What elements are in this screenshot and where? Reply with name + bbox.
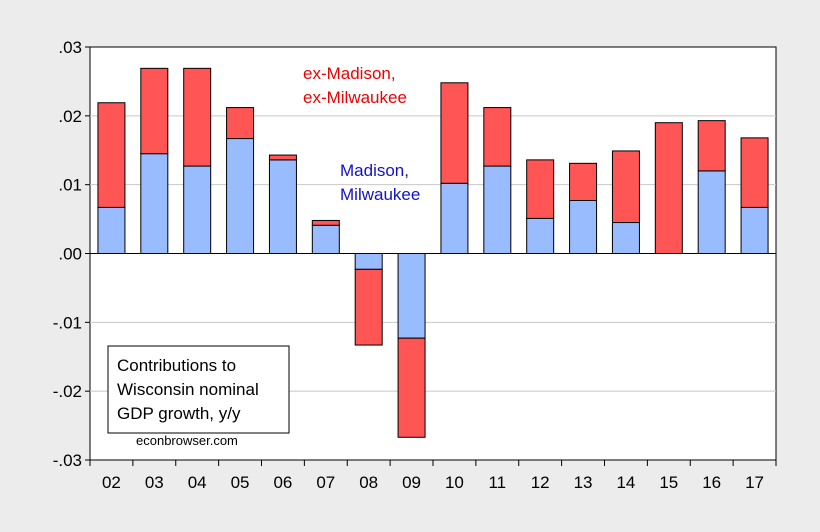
bar-madison-milwaukee	[611, 222, 640, 254]
bar-ex-madison-milwaukee	[697, 120, 726, 172]
bar-madison-milwaukee	[311, 224, 340, 255]
x-tick-label: 12	[531, 473, 550, 492]
bar-madison-milwaukee	[397, 253, 426, 339]
x-axis-ticks: 02 03 04 05 06 07 08 09 10 11 12 13 14 15 16 17	[89, 460, 777, 492]
x-tick-label: 06	[273, 473, 292, 492]
bar-ex-madison-milwaukee	[140, 67, 169, 155]
x-tick-label: 17	[745, 473, 764, 492]
bar-madison-milwaukee	[569, 199, 598, 255]
bar-madison-milwaukee	[226, 138, 255, 255]
bar-ex-madison-milwaukee	[268, 154, 297, 161]
credit-text: econbrowser.com	[136, 433, 238, 448]
x-tick-label: 11	[488, 473, 506, 492]
note-box-frame	[107, 345, 290, 434]
bar-ex-madison-milwaukee	[183, 67, 212, 167]
y-axis-ticks: .03 .02 .01 .00 -.01 -.02 -.03	[53, 38, 90, 470]
y-tick-label: .01	[58, 176, 82, 195]
y-tick-label: .02	[58, 107, 82, 126]
x-tick-label: 07	[316, 473, 335, 492]
x-tick-label: 08	[359, 473, 378, 492]
bar-ex-madison-milwaukee	[526, 159, 555, 219]
x-tick-label: 10	[445, 473, 464, 492]
y-tick-label: -.02	[53, 382, 82, 401]
y-tick-label: -.03	[53, 451, 82, 470]
x-tick-label: 04	[188, 473, 207, 492]
bar-ex-madison-milwaukee	[311, 219, 340, 226]
x-tick-label: 02	[102, 473, 121, 492]
x-tick-label: 13	[574, 473, 593, 492]
y-tick-label: -.01	[53, 313, 82, 332]
bar-ex-madison-milwaukee	[440, 82, 469, 184]
bar-madison-milwaukee	[440, 182, 469, 254]
x-tick-label: 15	[659, 473, 678, 492]
note-line-3: GDP growth, y/y	[117, 404, 241, 423]
bar-madison-milwaukee	[97, 206, 126, 254]
ex-series-label-line1: ex-Madison,	[303, 64, 396, 83]
x-tick-label: 05	[231, 473, 250, 492]
madison-series-label-line1: Madison,	[340, 161, 409, 180]
bar-madison-milwaukee	[140, 153, 169, 254]
note-box: Contributions to Wisconsin nominal GDP g…	[107, 345, 290, 448]
bar-ex-madison-milwaukee	[740, 137, 769, 208]
bars	[97, 67, 769, 438]
madison-series-label-line2: Milwaukee	[340, 185, 420, 204]
bar-ex-madison-milwaukee	[569, 162, 598, 201]
bar-ex-madison-milwaukee	[483, 107, 512, 167]
bar-madison-milwaukee	[483, 165, 512, 254]
x-tick-label: 16	[702, 473, 721, 492]
bar-ex-madison-milwaukee	[354, 268, 383, 346]
bar-madison-milwaukee	[183, 165, 212, 254]
ex-series-label-line2: ex-Milwaukee	[303, 88, 407, 107]
bar-madison-milwaukee	[740, 206, 769, 254]
bar-madison-milwaukee	[268, 159, 297, 255]
bar-ex-madison-milwaukee	[611, 150, 640, 224]
bar-ex-madison-milwaukee	[654, 122, 683, 255]
note-line-2: Wisconsin nominal	[117, 380, 259, 399]
bar-ex-madison-milwaukee	[226, 107, 255, 140]
y-tick-label: .00	[58, 245, 82, 264]
bar-ex-madison-milwaukee	[397, 337, 426, 438]
bar-madison-milwaukee	[697, 170, 726, 254]
bar-madison-milwaukee	[354, 253, 383, 270]
y-tick-label: .03	[58, 38, 82, 57]
bar-madison-milwaukee	[526, 217, 555, 255]
x-tick-label: 14	[616, 473, 635, 492]
x-tick-label: 03	[145, 473, 164, 492]
bar-ex-madison-milwaukee	[97, 102, 126, 208]
note-line-1: Contributions to	[117, 356, 236, 375]
x-tick-label: 09	[402, 473, 421, 492]
